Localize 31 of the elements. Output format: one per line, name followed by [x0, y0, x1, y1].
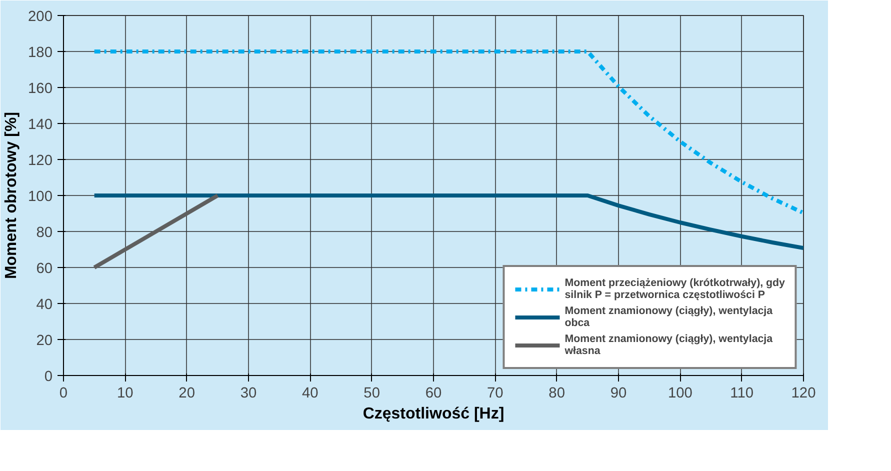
x-tick-label: 0	[59, 386, 68, 402]
x-axis-title: Częstotliwość [Hz]	[362, 406, 504, 422]
x-tick-label: 80	[548, 386, 565, 402]
y-tick-label: 180	[28, 45, 53, 61]
x-tick-label: 120	[791, 386, 816, 402]
y-tick-label: 140	[28, 117, 53, 133]
y-tick-label: 60	[36, 261, 53, 277]
y-tick-label: 100	[28, 189, 53, 205]
x-tick-label: 20	[178, 386, 195, 402]
y-tick-label: 80	[36, 225, 53, 241]
y-tick-label: 160	[28, 81, 53, 97]
y-tick-label: 120	[28, 153, 53, 169]
legend-label: Moment przeciążeniowy (krótkotrwały), gdy silnik P = przetwornica częstotliwości P	[564, 277, 785, 301]
x-tick-label: 90	[610, 386, 627, 402]
x-tick-label: 110	[730, 386, 754, 402]
line-series	[92, 194, 804, 250]
legend-label: Moment znamionowy (ciągły), wentylacja własna	[564, 333, 773, 357]
legend-label: Moment znamionowy (ciągły), wentylacja obca	[564, 305, 773, 329]
x-tick-label: 60	[425, 386, 442, 402]
x-tick-label: 50	[364, 386, 380, 402]
x-tick-label: 10	[117, 386, 134, 402]
x-tick-label: 100	[668, 386, 692, 402]
line-series	[92, 50, 804, 215]
x-tick-label: 40	[302, 386, 318, 402]
y-tick-label: 200	[28, 9, 53, 25]
y-tick-label: 20	[36, 333, 53, 349]
x-tick-label: 70	[487, 386, 504, 402]
y-tick-label: 40	[36, 297, 53, 313]
y-axis-title: Moment obrotowy [%]	[3, 112, 20, 280]
x-tick-label: 30	[240, 386, 257, 402]
y-tick-label: 0	[44, 369, 53, 385]
